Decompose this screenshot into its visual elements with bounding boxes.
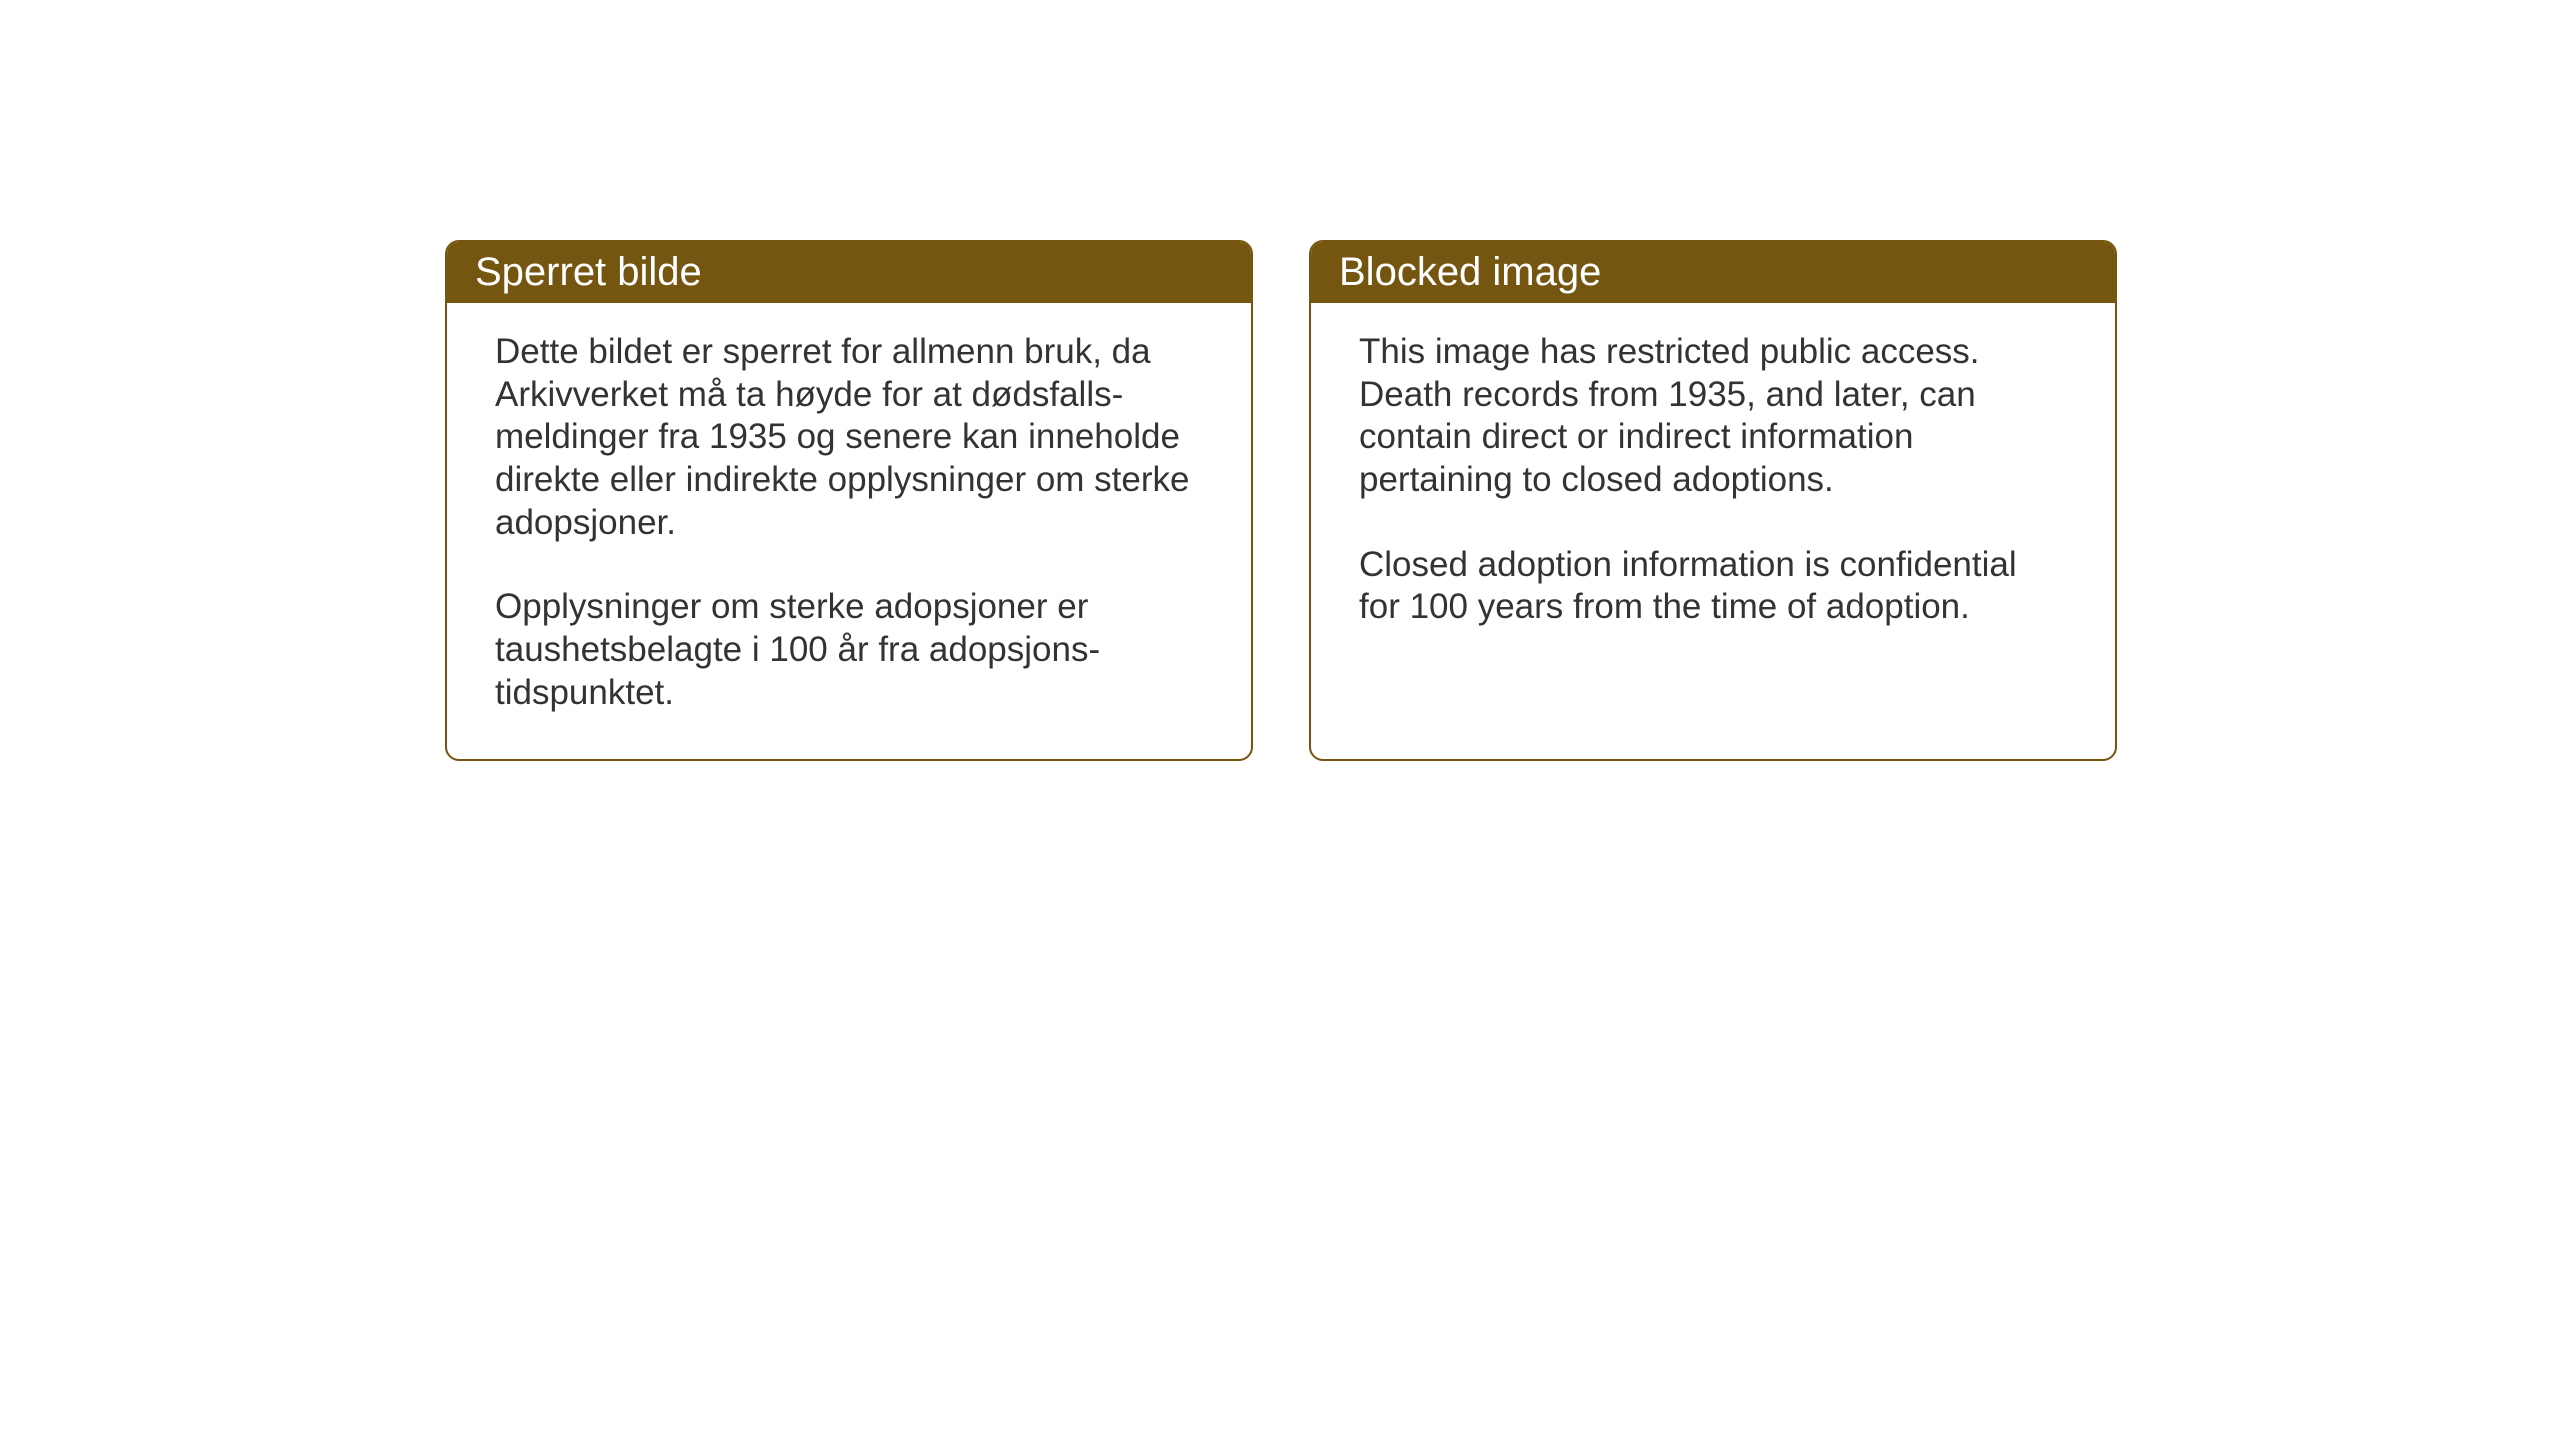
card-paragraph-1-english: This image has restricted public access.… (1359, 331, 2067, 502)
card-title-norwegian: Sperret bilde (475, 250, 702, 294)
notice-card-english: Blocked image This image has restricted … (1309, 240, 2117, 761)
card-body-norwegian: Dette bildet er sperret for allmenn bruk… (447, 303, 1251, 759)
card-paragraph-2-norwegian: Opplysninger om sterke adopsjoner er tau… (495, 586, 1203, 714)
card-paragraph-1-norwegian: Dette bildet er sperret for allmenn bruk… (495, 331, 1203, 544)
card-paragraph-2-english: Closed adoption information is confident… (1359, 544, 2067, 629)
notice-card-norwegian: Sperret bilde Dette bildet er sperret fo… (445, 240, 1253, 761)
card-header-english: Blocked image (1311, 242, 2115, 303)
card-header-norwegian: Sperret bilde (447, 242, 1251, 303)
card-body-english: This image has restricted public access.… (1311, 303, 2115, 673)
notice-container: Sperret bilde Dette bildet er sperret fo… (445, 240, 2117, 761)
card-title-english: Blocked image (1339, 250, 1601, 294)
